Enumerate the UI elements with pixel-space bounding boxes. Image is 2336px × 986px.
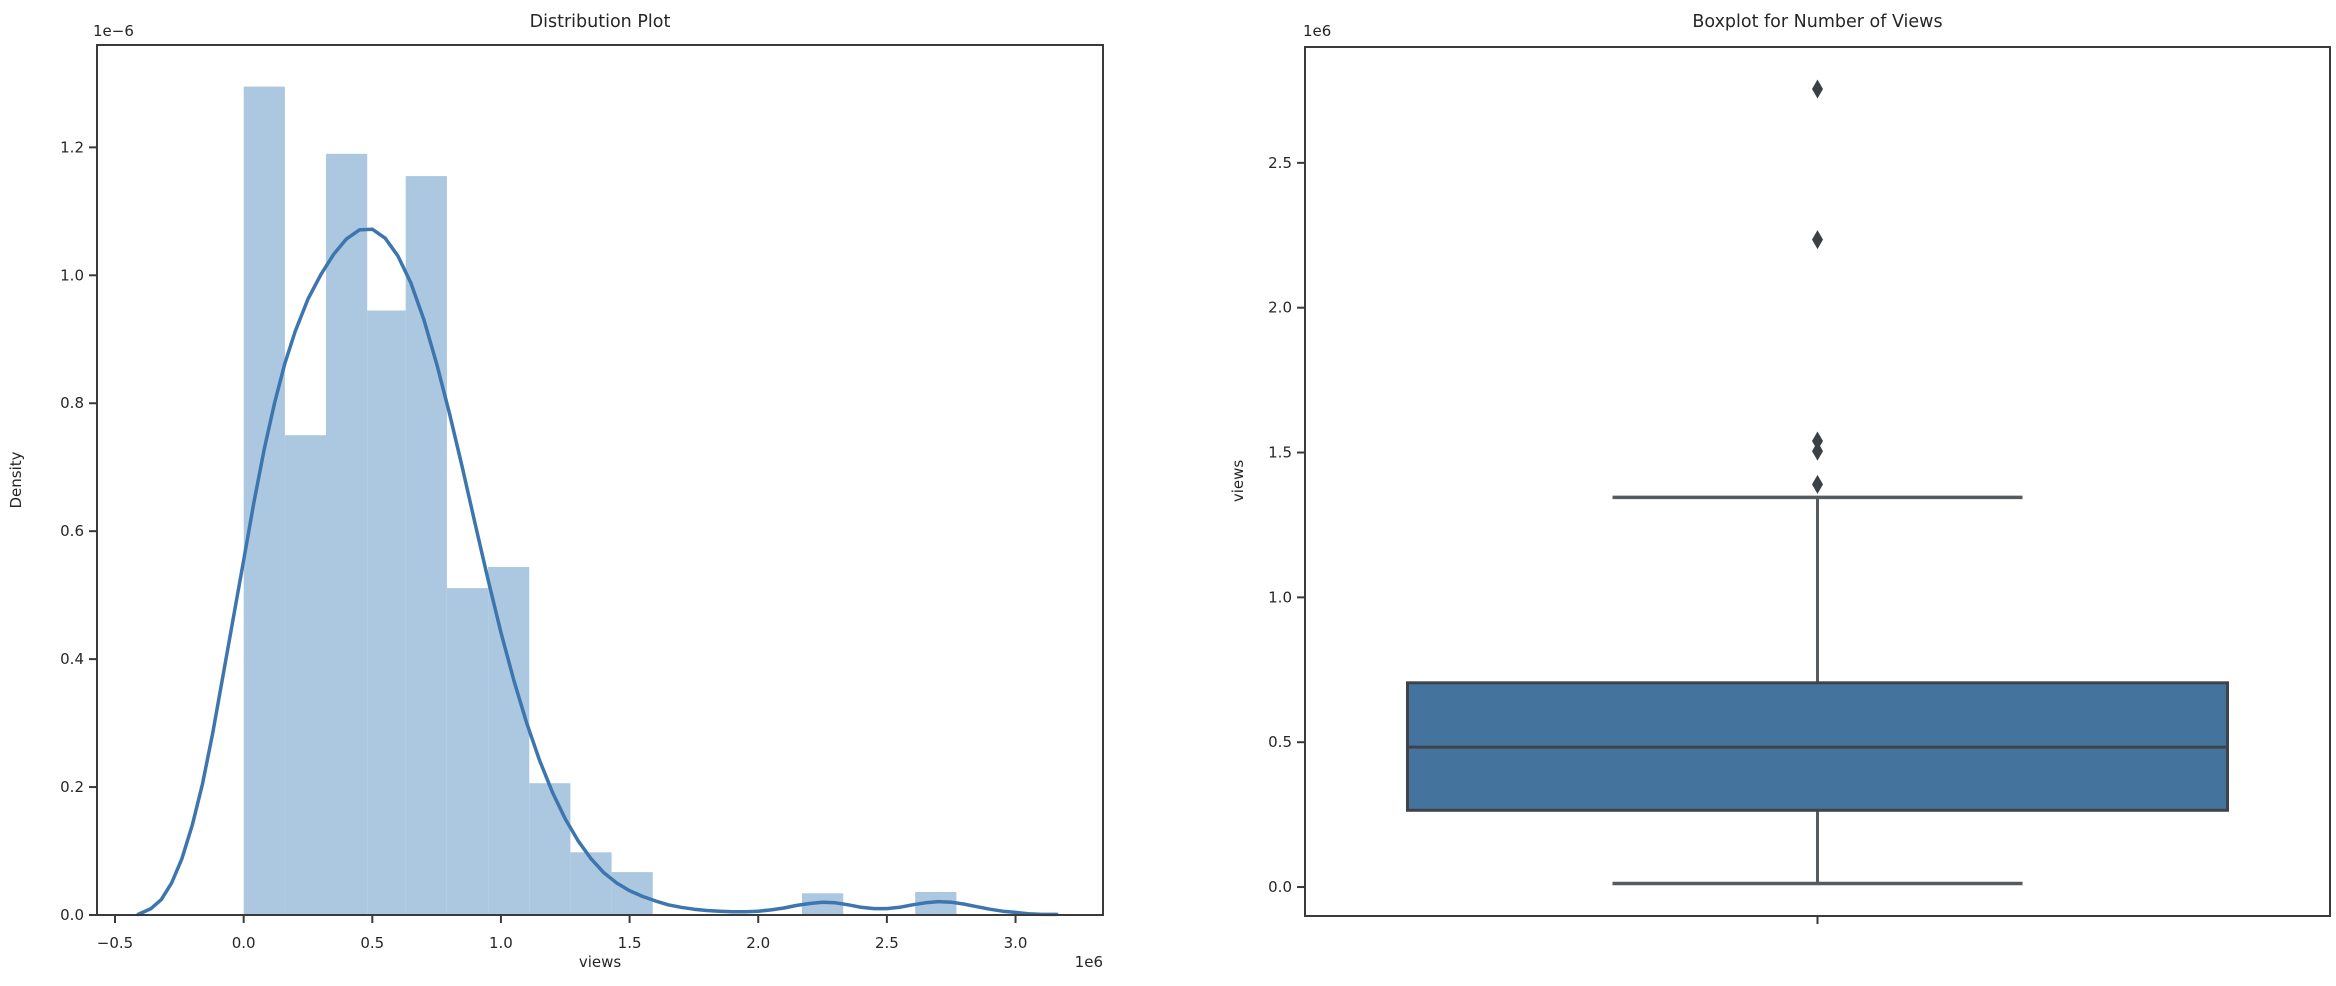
svg-text:0.0: 0.0 bbox=[1268, 878, 1292, 896]
right-y-offset-label: 1e6 bbox=[1303, 22, 1332, 40]
svg-text:1.5: 1.5 bbox=[618, 934, 642, 952]
distribution-plot-canvas: −0.5 0.0 0.5 1.0 1.5 2.0 2.5 3.0 0.0 0.2 0.4 0.6 0.8… bbox=[60, 44, 1104, 952]
svg-text:0.8: 0.8 bbox=[60, 394, 84, 412]
svg-text:1.0: 1.0 bbox=[60, 266, 84, 284]
histogram-bars bbox=[243, 86, 957, 916]
left-yaxis-label: Density bbox=[7, 451, 25, 509]
boxplot-title: Boxplot for Number of Views bbox=[1692, 12, 1943, 32]
left-xaxis-label: views bbox=[578, 953, 622, 971]
svg-text:0.2: 0.2 bbox=[60, 778, 84, 796]
svg-text:1.5: 1.5 bbox=[1268, 444, 1292, 462]
boxplot-canvas: 0.0 0.5 1.0 1.5 2.0 2.5 bbox=[1268, 46, 2331, 924]
svg-text:−0.5: −0.5 bbox=[97, 934, 133, 952]
svg-text:0.0: 0.0 bbox=[232, 934, 256, 952]
svg-text:1.0: 1.0 bbox=[489, 934, 513, 952]
left-y-offset-label: 1e−6 bbox=[93, 22, 134, 40]
kde-curve bbox=[136, 227, 1059, 917]
svg-text:0.5: 0.5 bbox=[360, 934, 384, 952]
svg-text:2.0: 2.0 bbox=[746, 934, 770, 952]
svg-text:1.0: 1.0 bbox=[1268, 588, 1292, 606]
svg-text:0.6: 0.6 bbox=[60, 522, 84, 540]
svg-text:0.4: 0.4 bbox=[60, 650, 84, 668]
svg-text:1.2: 1.2 bbox=[60, 138, 84, 156]
outlier-points bbox=[1812, 79, 1823, 494]
svg-text:0.5: 0.5 bbox=[1268, 733, 1292, 751]
svg-text:2.5: 2.5 bbox=[1268, 154, 1292, 172]
distribution-plot-title: Distribution Plot bbox=[529, 12, 671, 32]
left-x-offset-label: 1e6 bbox=[1074, 953, 1103, 971]
box-and-whiskers bbox=[1406, 495, 2229, 886]
svg-text:3.0: 3.0 bbox=[1004, 934, 1028, 952]
right-yaxis-label: views bbox=[1229, 459, 1247, 503]
svg-text:2.0: 2.0 bbox=[1268, 299, 1292, 317]
svg-text:2.5: 2.5 bbox=[875, 934, 899, 952]
svg-text:0.0: 0.0 bbox=[60, 906, 84, 924]
